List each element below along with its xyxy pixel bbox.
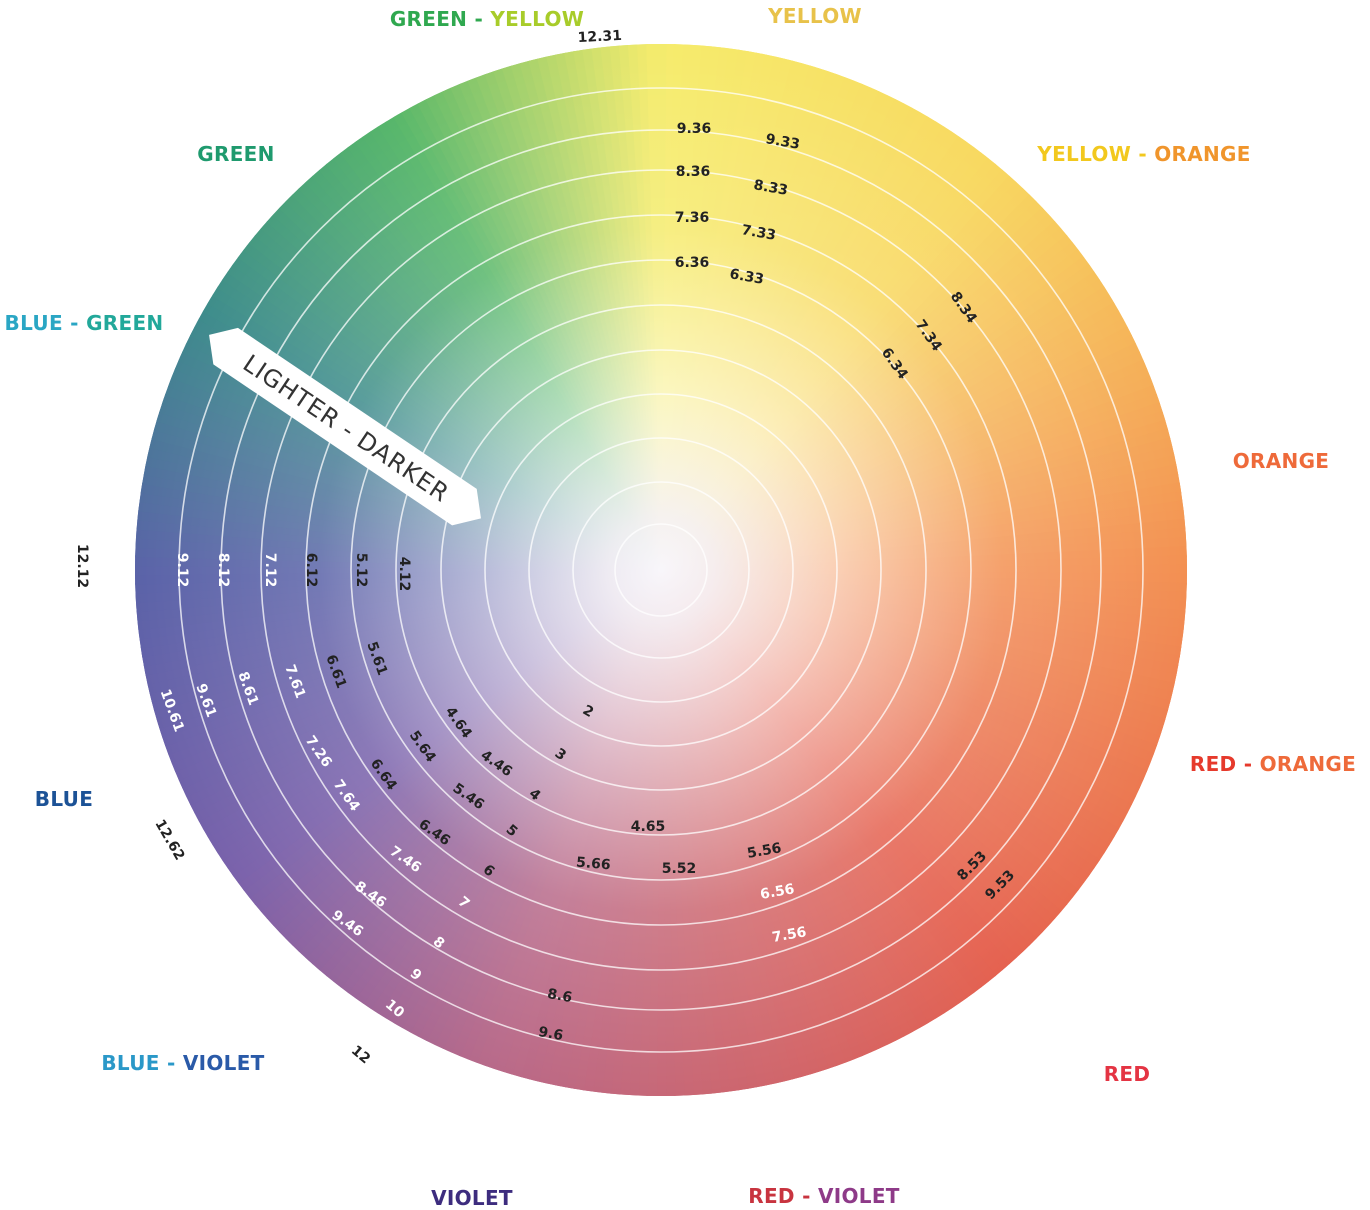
shade-code: 9.36 — [677, 121, 712, 137]
shade-code: 9.33 — [764, 131, 801, 153]
level-rings — [178, 87, 1144, 1053]
hue-part: ORANGE — [1233, 449, 1330, 473]
shade-code: 7.56 — [771, 924, 808, 946]
hue-part: BLUE — [35, 787, 93, 811]
hue-green-yellow: GREEN - YELLOW — [390, 7, 584, 31]
hue-blue-violet: BLUE - VIOLET — [101, 1051, 264, 1075]
shade-code: 12.62 — [151, 817, 187, 863]
hue-part: RED - — [1190, 752, 1260, 776]
hue-red-violet: RED - VIOLET — [748, 1184, 900, 1208]
level-ring — [395, 304, 927, 836]
hue-blue-green: BLUE - GREEN — [5, 311, 164, 335]
shade-code: 5.12 — [353, 553, 369, 588]
level-ring — [614, 523, 708, 617]
level-ring — [440, 349, 882, 791]
level-ring — [178, 87, 1144, 1053]
level-ring — [220, 129, 1102, 1011]
center-glow — [135, 44, 1187, 1096]
hue-part: VIOLET — [431, 1186, 513, 1210]
shade-code: 8.36 — [676, 164, 711, 180]
hue-part: RED — [1104, 1062, 1151, 1086]
hue-part: RED - — [748, 1184, 818, 1208]
hue-yellow-orange: YELLOW - ORANGE — [1036, 142, 1250, 166]
shade-code: 4.12 — [396, 557, 412, 592]
shade-code: 5.66 — [575, 855, 611, 874]
hue-part: ORANGE — [1154, 142, 1251, 166]
hue-part: BLUE - — [101, 1051, 183, 1075]
hue-yellow: YELLOW — [767, 4, 862, 28]
hue-part: VIOLET — [183, 1051, 265, 1075]
arrow-shape — [209, 327, 481, 526]
hue-part: VIOLET — [818, 1184, 900, 1208]
hue-part: YELLOW — [489, 7, 584, 31]
shade-code: 6.12 — [303, 553, 319, 588]
hue-part: ORANGE — [1260, 752, 1357, 776]
hue-violet: VIOLET — [431, 1186, 513, 1210]
shade-code: 4.65 — [631, 819, 666, 835]
shade-code: 8.6 — [546, 986, 573, 1006]
shade-code: 8.12 — [215, 553, 231, 588]
shade-code: 12.31 — [577, 28, 622, 46]
level-ring — [528, 437, 794, 703]
level-ring — [572, 481, 750, 659]
level-ring — [350, 259, 972, 881]
shade-code: 7.36 — [675, 210, 710, 226]
shade-code: 5.56 — [746, 840, 783, 862]
hue-part: BLUE - — [5, 311, 87, 335]
hue-part: GREEN — [86, 311, 163, 335]
shade-code: 6.33 — [728, 266, 765, 288]
hue-part: GREEN - — [390, 7, 491, 31]
hue-blue: BLUE — [35, 787, 93, 811]
shade-code: 12.12 — [74, 544, 90, 588]
level-ring — [305, 214, 1017, 926]
shade-code: 8.33 — [752, 177, 789, 199]
hue-part: YELLOW - — [1036, 142, 1154, 166]
shade-code: 5.52 — [662, 861, 697, 877]
shade-code: 7.12 — [262, 553, 278, 588]
hue-orange: ORANGE — [1233, 449, 1330, 473]
shade-code: 7.33 — [740, 222, 777, 244]
hue-red: RED — [1104, 1062, 1151, 1086]
level-12: 12 — [348, 1043, 373, 1068]
level-ring — [260, 169, 1062, 971]
shade-code: 6.56 — [759, 881, 796, 903]
hue-part: GREEN — [197, 142, 274, 166]
hue-part: YELLOW — [767, 4, 862, 28]
shade-code: 9.12 — [174, 553, 190, 588]
hue-red-orange: RED - ORANGE — [1190, 752, 1356, 776]
level-ring — [484, 393, 838, 747]
hue-green: GREEN — [197, 142, 274, 166]
shade-code: 9.6 — [537, 1024, 564, 1044]
shade-code: 6.36 — [675, 255, 710, 271]
